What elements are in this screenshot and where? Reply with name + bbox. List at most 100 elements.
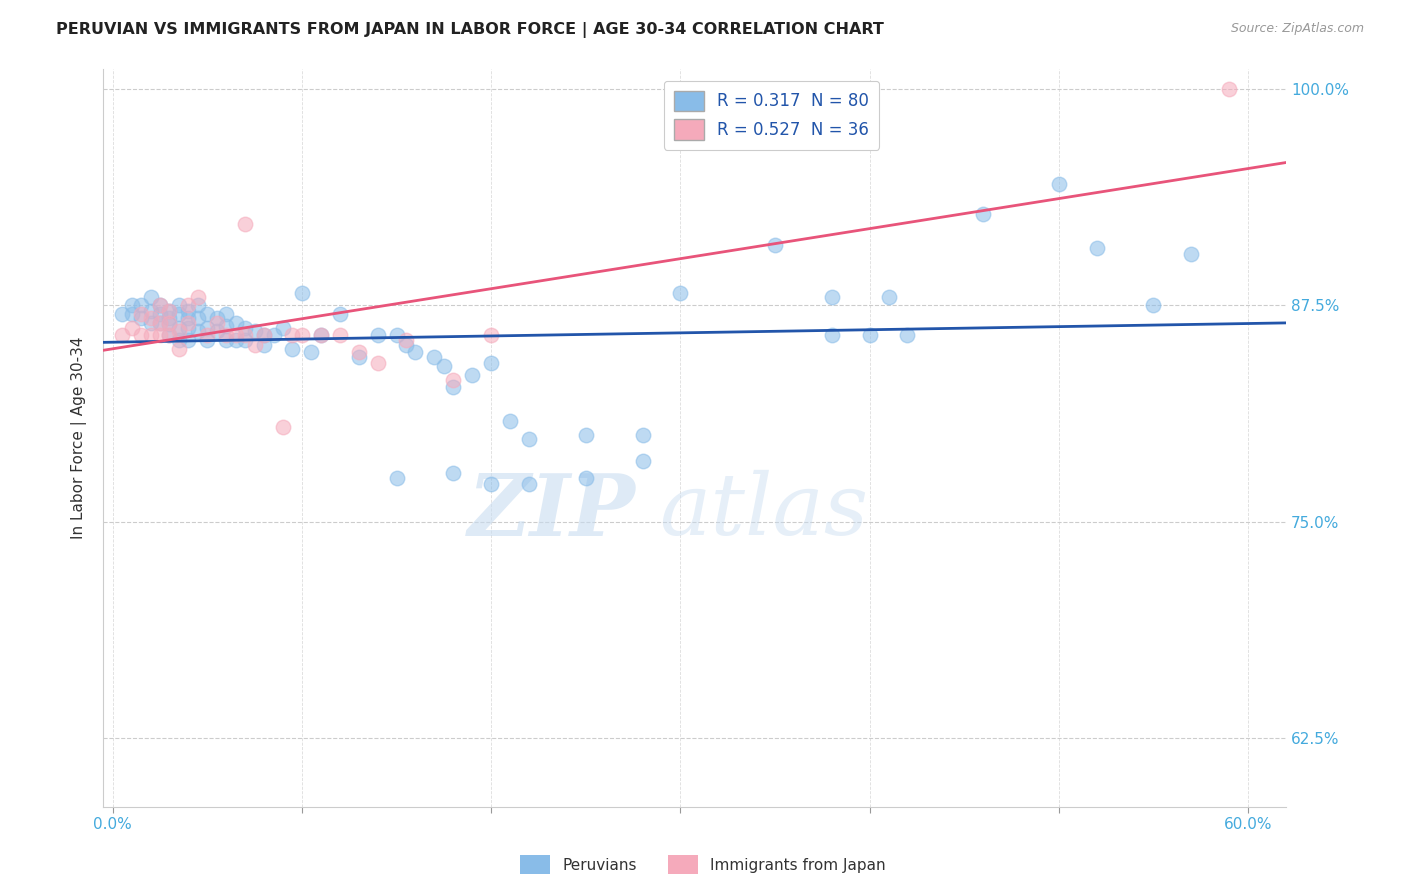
Point (763, 238, 786, 252)
Point (139, 310, 162, 325)
Point (187, 310, 209, 325)
Point (139, 290, 162, 304)
Point (149, 316, 172, 330)
Point (215, 319, 238, 334)
Point (167, 325, 190, 339)
Point (195, 307, 218, 321)
Point (404, 345, 426, 359)
Point (347, 351, 370, 365)
Point (121, 307, 143, 321)
Point (159, 303, 181, 318)
Point (499, 414, 522, 428)
Point (159, 318, 181, 332)
Point (177, 310, 200, 325)
Point (309, 327, 332, 342)
Point (441, 380, 464, 394)
Point (159, 303, 181, 318)
Point (669, 286, 692, 301)
Point (253, 327, 276, 342)
Point (159, 327, 181, 342)
Point (187, 298, 209, 312)
Point (111, 327, 134, 342)
Point (225, 327, 247, 342)
Point (149, 327, 172, 342)
Point (395, 338, 418, 352)
Point (167, 342, 190, 356)
Point (167, 298, 190, 312)
Point (233, 327, 256, 342)
Point (271, 419, 294, 434)
Point (215, 307, 238, 321)
Text: atlas: atlas (659, 470, 869, 553)
Point (859, 327, 882, 342)
Point (479, 327, 502, 342)
Point (347, 345, 370, 359)
Legend: R = 0.317  N = 80, R = 0.527  N = 36: R = 0.317 N = 80, R = 0.527 N = 36 (664, 80, 879, 150)
Point (159, 316, 181, 330)
Point (149, 307, 172, 321)
Point (177, 316, 200, 330)
Point (243, 325, 266, 339)
Point (291, 327, 314, 342)
Point (233, 217, 256, 231)
Point (215, 333, 238, 347)
Point (329, 327, 352, 342)
Point (271, 321, 294, 335)
Point (243, 338, 266, 352)
Point (129, 298, 152, 312)
Point (121, 321, 143, 335)
Point (195, 321, 218, 335)
Point (291, 286, 314, 301)
Point (177, 298, 200, 312)
Point (233, 321, 256, 335)
Text: Source: ZipAtlas.com: Source: ZipAtlas.com (1230, 22, 1364, 36)
Point (253, 327, 276, 342)
Point (177, 321, 200, 335)
Point (129, 327, 152, 342)
Point (263, 327, 285, 342)
Point (1047, 178, 1070, 192)
Point (195, 333, 218, 347)
Point (441, 466, 464, 480)
Point (517, 432, 540, 446)
Point (177, 303, 200, 318)
Point (972, 207, 994, 221)
Point (395, 333, 418, 347)
Point (367, 327, 389, 342)
Point (167, 321, 190, 335)
Point (479, 355, 502, 369)
Point (281, 342, 304, 356)
Point (195, 327, 218, 342)
Point (205, 325, 228, 339)
Point (187, 290, 209, 304)
Point (517, 476, 540, 491)
Point (139, 327, 162, 342)
Point (423, 351, 446, 365)
Point (877, 290, 900, 304)
Legend: Peruvians, Immigrants from Japan: Peruvians, Immigrants from Japan (513, 849, 893, 880)
Point (139, 303, 162, 318)
Point (111, 307, 134, 321)
Point (281, 327, 304, 342)
Point (385, 471, 408, 485)
Point (129, 307, 152, 321)
Point (575, 471, 598, 485)
Point (225, 333, 247, 347)
Point (149, 298, 172, 312)
Point (1085, 241, 1108, 255)
Point (433, 359, 456, 373)
Point (461, 368, 484, 382)
Point (1180, 246, 1202, 260)
Point (177, 333, 200, 347)
Point (205, 316, 228, 330)
Point (149, 316, 172, 330)
Point (385, 327, 408, 342)
Point (309, 327, 332, 342)
Text: PERUVIAN VS IMMIGRANTS FROM JAPAN IN LABOR FORCE | AGE 30-34 CORRELATION CHART: PERUVIAN VS IMMIGRANTS FROM JAPAN IN LAB… (56, 22, 884, 38)
Point (367, 355, 389, 369)
Point (167, 333, 190, 347)
Point (159, 310, 181, 325)
Point (205, 310, 228, 325)
Point (139, 316, 162, 330)
Point (575, 428, 598, 442)
